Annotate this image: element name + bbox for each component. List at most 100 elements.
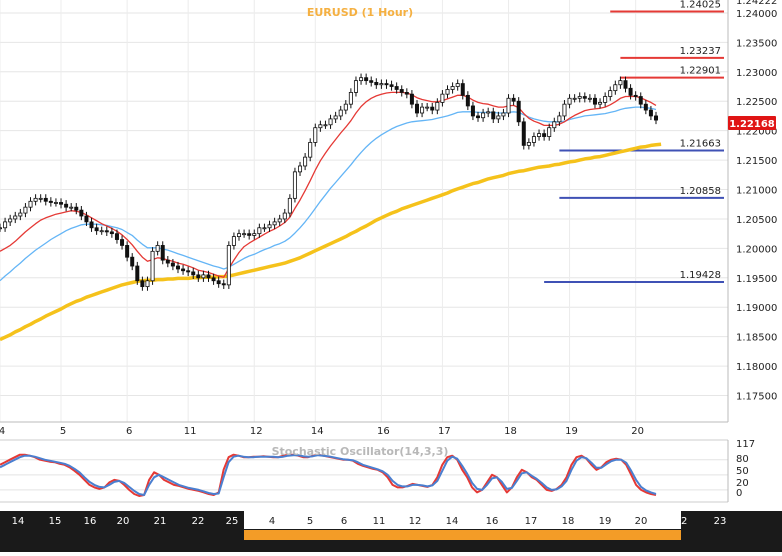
candle-body bbox=[145, 280, 150, 288]
level-label: 1.21663 bbox=[680, 138, 721, 149]
candle-body bbox=[547, 127, 552, 137]
navigator-window[interactable] bbox=[244, 511, 681, 529]
price-axis: 1.24222 1.24000 1.23500 1.23000 1.22500 1.220… bbox=[736, 0, 777, 403]
x-tick-label: 12 bbox=[250, 426, 263, 437]
y-tick-label: 1.20000 bbox=[736, 244, 777, 255]
ma-line-3 bbox=[0, 142, 662, 342]
osc-tick-label: 117 bbox=[736, 439, 755, 450]
candle-body bbox=[470, 105, 475, 117]
navigator-label: 14 bbox=[12, 516, 25, 527]
candle-body bbox=[120, 239, 125, 246]
candle-body bbox=[160, 245, 165, 261]
candle-body bbox=[74, 206, 79, 211]
candle-body bbox=[501, 112, 506, 117]
candle-body bbox=[628, 87, 633, 96]
candle-body bbox=[43, 197, 48, 202]
x-tick-label: 16 bbox=[377, 426, 390, 437]
candle-body bbox=[59, 202, 64, 205]
candle-body bbox=[298, 165, 303, 173]
y-tick-label: 1.21000 bbox=[736, 186, 777, 197]
time-axis-top: 4 5 6 11 12 14 16 17 18 19 20 bbox=[0, 426, 644, 437]
candle-body bbox=[181, 268, 186, 272]
candle-body bbox=[557, 115, 562, 123]
y-tick-label: 1.19500 bbox=[736, 274, 777, 285]
candle-body bbox=[94, 227, 99, 232]
candle-body bbox=[155, 245, 160, 252]
x-tick-label: 19 bbox=[565, 426, 578, 437]
candle-body bbox=[226, 245, 231, 286]
candle-body bbox=[450, 86, 455, 90]
candle-body bbox=[206, 274, 211, 279]
candle-body bbox=[440, 93, 445, 103]
y-tick-label: 1.23500 bbox=[736, 38, 777, 49]
candle-body bbox=[633, 94, 638, 97]
candle-body bbox=[252, 233, 257, 236]
candle-body bbox=[89, 221, 94, 229]
candle-body bbox=[491, 111, 496, 120]
candle-body bbox=[537, 133, 542, 137]
candle-body bbox=[359, 77, 364, 82]
candle-body bbox=[414, 103, 419, 114]
candle-body bbox=[338, 109, 343, 117]
candle-body bbox=[542, 133, 547, 137]
candle-body bbox=[638, 96, 643, 105]
level-label: 1.19428 bbox=[680, 270, 721, 281]
navigator-label: 5 bbox=[307, 516, 313, 527]
candle-body bbox=[364, 77, 369, 82]
candle-body bbox=[308, 142, 313, 158]
candle-body bbox=[231, 236, 236, 246]
candle-body bbox=[526, 142, 531, 146]
candle-body bbox=[587, 97, 592, 100]
candle-body bbox=[384, 83, 389, 86]
navigator-label: 4 bbox=[269, 516, 275, 527]
candle-body bbox=[186, 270, 191, 273]
navigator-label: 14 bbox=[446, 516, 459, 527]
candle-body bbox=[282, 212, 287, 220]
candle-body bbox=[3, 221, 8, 229]
level-label: 1.23237 bbox=[680, 46, 721, 57]
navigator-label: 6 bbox=[341, 516, 347, 527]
candle-body bbox=[237, 233, 242, 238]
x-tick-label: 18 bbox=[504, 426, 517, 437]
candle-body bbox=[643, 103, 648, 111]
candle-body bbox=[592, 97, 597, 105]
candle-body bbox=[165, 259, 170, 264]
x-tick-label: 20 bbox=[631, 426, 644, 437]
candle-body bbox=[455, 83, 460, 87]
candle-body bbox=[140, 280, 145, 288]
candle-body bbox=[511, 97, 516, 102]
osc-tick-label: 50 bbox=[736, 466, 749, 477]
candle-body bbox=[394, 86, 399, 90]
y-tick-label: 1.19000 bbox=[736, 303, 777, 314]
candle-body bbox=[328, 118, 333, 126]
osc-line-1 bbox=[0, 454, 657, 496]
candle-body bbox=[496, 115, 501, 120]
candle-body bbox=[242, 233, 247, 236]
navigator-label: 22 bbox=[675, 516, 688, 527]
candle-body bbox=[216, 280, 221, 285]
candle-body bbox=[613, 84, 618, 92]
navigator-label: 11 bbox=[373, 516, 386, 527]
candle-body bbox=[521, 121, 526, 146]
scrollbar-thumb[interactable] bbox=[244, 530, 681, 540]
candle-body bbox=[531, 136, 536, 143]
navigator-label: 16 bbox=[84, 516, 97, 527]
navigator-label: 15 bbox=[49, 516, 62, 527]
x-tick-label: 17 bbox=[438, 426, 451, 437]
candle-body bbox=[135, 265, 140, 282]
candle-body bbox=[348, 92, 353, 105]
osc-tick-label: 80 bbox=[736, 454, 749, 465]
candle-body bbox=[277, 218, 282, 223]
candle-body bbox=[28, 200, 33, 208]
candle-body bbox=[552, 121, 557, 129]
y-tick-label: 1.24000 bbox=[736, 9, 777, 20]
candle-body bbox=[221, 283, 226, 286]
candle-body bbox=[623, 80, 628, 89]
candle-body bbox=[409, 93, 414, 105]
candle-body bbox=[257, 227, 262, 235]
level-label: 1.20858 bbox=[680, 186, 721, 197]
candle-body bbox=[18, 212, 23, 217]
